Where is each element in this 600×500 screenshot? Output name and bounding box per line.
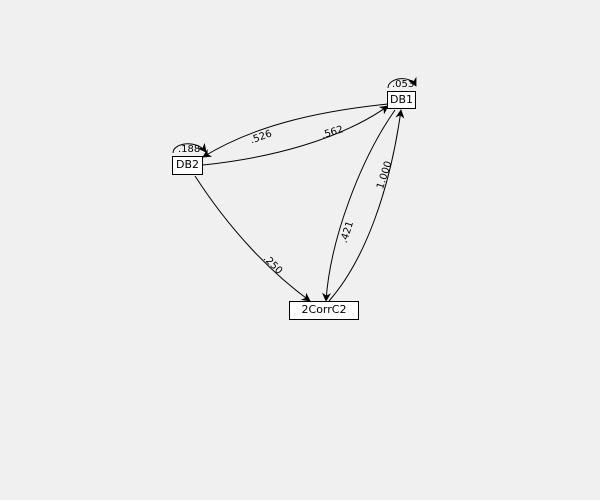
edge-db2-db1[interactable] bbox=[202, 105, 389, 166]
label-self-loop-db2: .188 bbox=[178, 144, 200, 155]
edge-corr-db1[interactable] bbox=[328, 109, 405, 302]
node-2corrc2-label: 2CorrC2 bbox=[301, 303, 347, 316]
label-edge-db2-corr: .250 bbox=[261, 253, 285, 277]
label-edge-db2-db1: .562 bbox=[320, 124, 345, 141]
node-db1-label: DB1 bbox=[389, 93, 413, 106]
edge-db2-corr[interactable] bbox=[194, 175, 311, 302]
node-2corrc2[interactable]: 2CorrC2 bbox=[289, 301, 359, 320]
edge-db1-db2[interactable] bbox=[202, 103, 389, 158]
label-edge-corr-db1: 1.000 bbox=[375, 160, 394, 191]
edge-db1-corr[interactable] bbox=[322, 109, 396, 302]
node-db2-label: DB2 bbox=[175, 158, 199, 171]
node-db1[interactable]: DB1 bbox=[387, 91, 416, 109]
label-edge-db1-db2: .526 bbox=[249, 128, 274, 146]
node-db2[interactable]: DB2 bbox=[172, 156, 203, 175]
label-self-loop-db1: .053 bbox=[392, 79, 414, 90]
self-loop-db1[interactable] bbox=[387, 76, 417, 89]
